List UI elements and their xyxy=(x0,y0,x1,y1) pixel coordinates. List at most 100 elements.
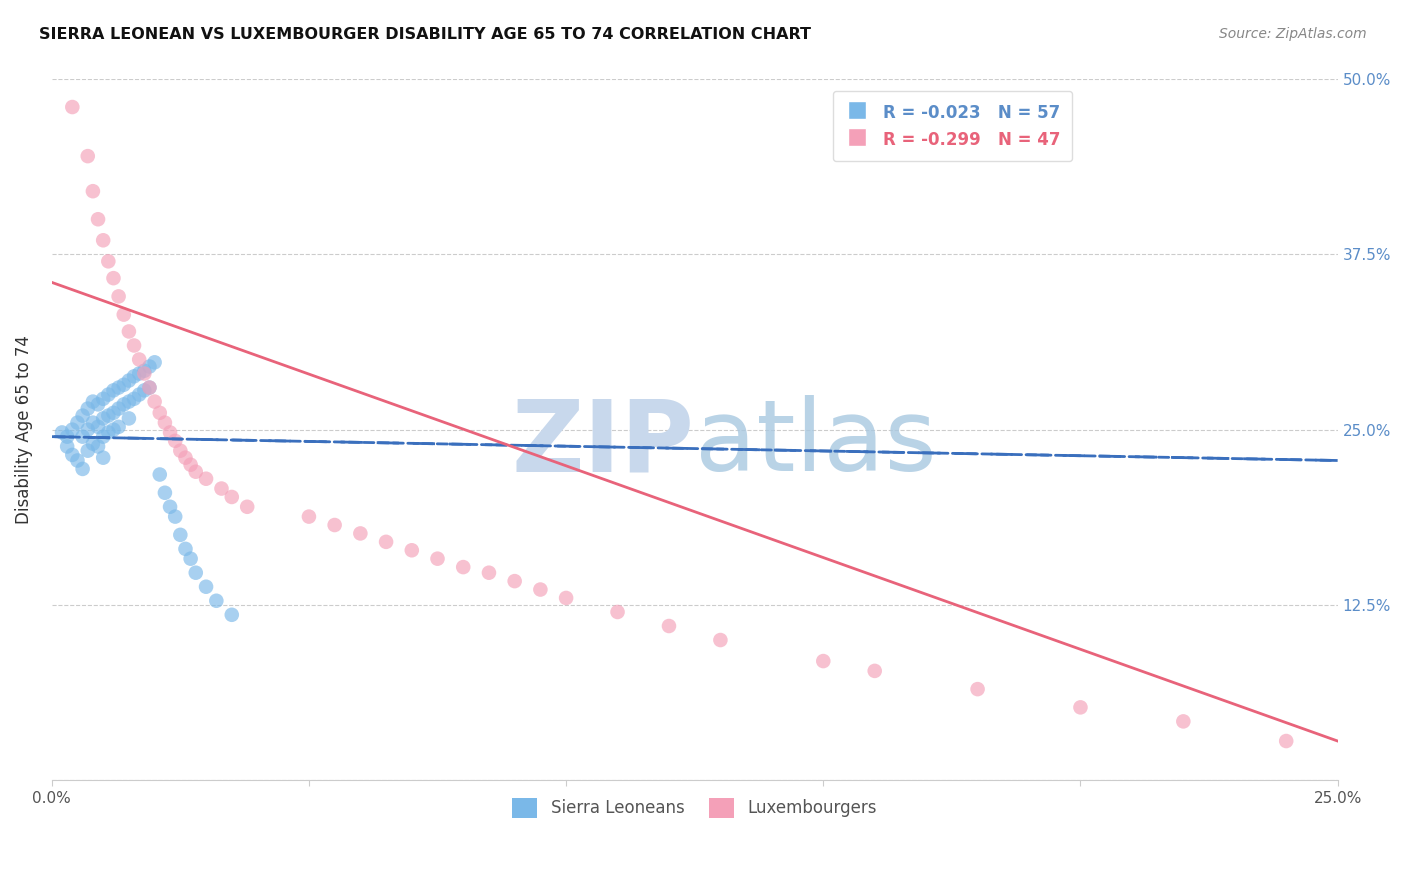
Point xyxy=(349,526,371,541)
Point xyxy=(82,416,104,430)
Point xyxy=(87,212,110,227)
Point xyxy=(66,453,89,467)
Point xyxy=(91,233,114,247)
Point xyxy=(97,254,120,268)
Point xyxy=(138,380,160,394)
Point xyxy=(211,482,233,496)
Point xyxy=(184,566,207,580)
Point xyxy=(107,380,129,394)
Point xyxy=(107,289,129,303)
Point xyxy=(87,420,110,434)
Point xyxy=(91,411,114,425)
Point xyxy=(87,440,110,454)
Point xyxy=(72,462,94,476)
Text: SIERRA LEONEAN VS LUXEMBOURGER DISABILITY AGE 65 TO 74 CORRELATION CHART: SIERRA LEONEAN VS LUXEMBOURGER DISABILIT… xyxy=(39,27,811,42)
Point xyxy=(66,416,89,430)
Point xyxy=(401,543,423,558)
Point xyxy=(128,367,150,381)
Point xyxy=(159,500,181,514)
Point xyxy=(529,582,551,597)
Point xyxy=(134,367,156,381)
Point xyxy=(82,394,104,409)
Point xyxy=(195,472,218,486)
Point xyxy=(91,450,114,465)
Point xyxy=(165,434,187,448)
Point xyxy=(180,551,202,566)
Point xyxy=(122,392,145,406)
Point xyxy=(375,534,398,549)
Point xyxy=(555,591,578,605)
Point xyxy=(103,271,125,285)
Point xyxy=(72,430,94,444)
Point xyxy=(1275,734,1298,748)
Point xyxy=(76,423,98,437)
Point xyxy=(60,100,83,114)
Point xyxy=(91,430,114,444)
Point xyxy=(60,423,83,437)
Text: ZIP: ZIP xyxy=(512,395,695,492)
Point xyxy=(236,500,259,514)
Point xyxy=(153,416,176,430)
Point xyxy=(87,397,110,411)
Point xyxy=(149,406,172,420)
Point xyxy=(76,401,98,416)
Point xyxy=(221,607,243,622)
Point xyxy=(72,409,94,423)
Point xyxy=(128,387,150,401)
Point xyxy=(298,509,321,524)
Point xyxy=(51,425,73,440)
Point xyxy=(159,425,181,440)
Y-axis label: Disability Age 65 to 74: Disability Age 65 to 74 xyxy=(15,335,32,524)
Point xyxy=(169,528,191,542)
Point xyxy=(122,369,145,384)
Point xyxy=(863,664,886,678)
Point xyxy=(134,384,156,398)
Point xyxy=(60,448,83,462)
Point xyxy=(658,619,681,633)
Point xyxy=(97,409,120,423)
Point xyxy=(76,149,98,163)
Point xyxy=(107,420,129,434)
Point xyxy=(143,394,166,409)
Point xyxy=(709,633,731,648)
Point xyxy=(184,465,207,479)
Point xyxy=(165,509,187,524)
Point xyxy=(112,308,135,322)
Point xyxy=(118,394,141,409)
Point xyxy=(82,184,104,198)
Text: atlas: atlas xyxy=(695,395,936,492)
Point xyxy=(195,580,218,594)
Point xyxy=(122,338,145,352)
Point xyxy=(91,392,114,406)
Point xyxy=(118,411,141,425)
Point xyxy=(134,364,156,378)
Point xyxy=(112,377,135,392)
Point xyxy=(128,352,150,367)
Point xyxy=(323,518,346,533)
Point xyxy=(56,440,79,454)
Point xyxy=(153,485,176,500)
Point xyxy=(180,458,202,472)
Point xyxy=(97,387,120,401)
Point xyxy=(138,380,160,394)
Point xyxy=(112,397,135,411)
Point xyxy=(451,560,474,574)
Point xyxy=(118,374,141,388)
Point xyxy=(82,436,104,450)
Point xyxy=(107,401,129,416)
Text: Source: ZipAtlas.com: Source: ZipAtlas.com xyxy=(1219,27,1367,41)
Point xyxy=(103,423,125,437)
Point xyxy=(174,541,197,556)
Point xyxy=(174,450,197,465)
Point xyxy=(503,574,526,588)
Point xyxy=(138,359,160,374)
Point xyxy=(149,467,172,482)
Point xyxy=(205,594,228,608)
Point xyxy=(1069,700,1091,714)
Point xyxy=(1173,714,1195,729)
Point xyxy=(103,406,125,420)
Point xyxy=(118,325,141,339)
Point xyxy=(966,682,988,697)
Point xyxy=(169,443,191,458)
Point xyxy=(56,430,79,444)
